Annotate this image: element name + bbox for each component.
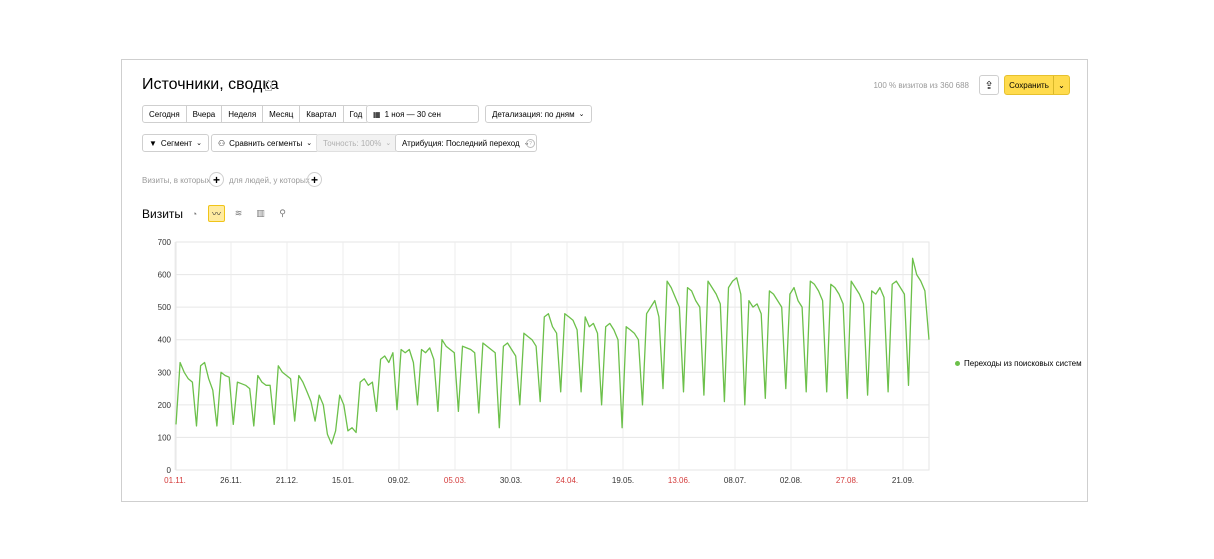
compare-label: Сравнить сегменты [229,138,303,148]
calendar-icon: ▦ [373,109,381,119]
page-title: Источники, сводка [142,76,279,93]
map-pin-icon[interactable]: ⚲ [279,208,286,218]
pie-chart-icon[interactable]: ◔ [191,208,198,219]
add-people-filter-button[interactable]: + [307,172,322,187]
chevron-down-icon: ⌄ [196,140,202,147]
y-tick-label: 100 [158,433,172,442]
line-chart: 0 100 200 300 400 500 600 700 01.11. 26.11. 21.12… [158,238,930,485]
report-panel: Источники, сводка 100 % визитов из 360 6… [121,59,1088,502]
legend: Переходы из поисковых систем [955,359,1082,368]
x-tick-label: 13.06. [668,476,690,485]
chevron-down-icon: ⌄ [306,140,313,147]
area-chart-icon[interactable]: ≋ [234,208,243,218]
period-year-button[interactable]: Год [342,105,370,123]
bar-chart-icon[interactable]: ▥ [256,208,265,218]
y-tick-label: 400 [158,336,172,345]
accuracy-dropdown: Точность: 100% ⌄ [316,134,399,152]
plot-frame [175,241,930,471]
y-tick-label: 700 [158,238,172,247]
x-tick-label: 21.12. [276,476,298,485]
date-range-picker[interactable]: ▦ 1 ноя — 30 сен [366,105,479,123]
add-visit-filter-button[interactable]: + [209,172,224,187]
save-button[interactable]: Сохранить ⌄ [1004,75,1070,95]
line-chart-icon[interactable]: 〰 [208,205,225,222]
accuracy-label: Точность: 100% [323,138,382,148]
x-tick-label: 08.07. [724,476,746,485]
people-filter-label: для людей, у которых [229,176,310,185]
x-tick-label: 27.08. [836,476,858,485]
compare-icon: ⚇ [218,138,226,148]
y-tick-label: 500 [158,303,172,312]
compare-segments-dropdown[interactable]: ⚇ Сравнить сегменты ⌄ [211,134,320,152]
x-tick-label: 26.11. [220,476,242,485]
legend-label: Переходы из поисковых систем [964,359,1082,368]
plus-icon: + [212,172,220,187]
share-button[interactable]: ⇪ [979,75,999,95]
filter-icon: ▼ [149,138,157,148]
x-tick-label: 15.01. [332,476,354,485]
date-range-text: 1 ноя — 30 сен [384,109,441,119]
chevron-down-icon: ⌄ [578,111,585,118]
x-tick-label: 21.09. [892,476,914,485]
series-line [175,257,930,445]
x-tick-label: 02.08. [780,476,802,485]
chevron-down-icon: ⌄ [385,140,392,147]
segment-label: Сегмент [160,138,193,148]
x-tick-label: 01.11. [164,476,186,485]
visits-info: 100 % визитов из 360 688 [873,81,969,90]
help-icon[interactable]: ? [526,139,535,148]
y-tick-label: 600 [158,271,172,280]
segment-dropdown[interactable]: ▼ Сегмент ⌄ [142,134,209,152]
metric-selector[interactable]: Визиты [142,207,184,221]
bookmark-icon[interactable] [265,81,272,91]
y-tick-label: 300 [158,368,172,377]
legend-marker [955,361,960,366]
detail-label: Детализация: по дням [492,109,575,119]
x-tick-label: 30.03. [500,476,522,485]
share-icon: ⇪ [984,79,994,92]
attribution-label: Атрибуция: Последний переход [402,138,520,148]
period-buttons: Сегодня Вчера Неделя Месяц Квартал Год [142,105,370,123]
visits-filter-label: Визиты, в которых [142,176,211,185]
x-tick-label: 24.04. [556,476,578,485]
y-tick-label: 200 [158,401,172,410]
save-button-label: Сохранить [1005,76,1054,94]
y-tick-label: 0 [167,466,172,475]
x-tick-label: 05.03. [444,476,466,485]
plus-icon: + [310,172,318,187]
chevron-down-icon[interactable]: ⌄ [1058,80,1065,90]
detail-dropdown[interactable]: Детализация: по дням ⌄ [485,105,592,123]
x-tick-label: 19.05. [612,476,634,485]
x-tick-label: 09.02. [388,476,410,485]
